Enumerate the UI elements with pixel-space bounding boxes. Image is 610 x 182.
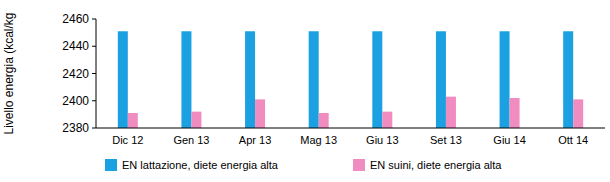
legend-label: EN lattazione, diete energia alta <box>122 159 279 171</box>
bar <box>181 31 191 128</box>
chart-svg: 2380 2400 2420 2440 2460 Dic 12 Gen 13 Apr 13 Ma… <box>0 0 610 182</box>
y-tick <box>92 46 96 47</box>
y-tick-label: 2440 <box>62 39 89 53</box>
y-tick <box>92 128 96 129</box>
x-tick-label: Gen 13 <box>173 134 209 146</box>
bars <box>118 31 583 128</box>
bar <box>446 97 456 128</box>
bar <box>319 113 329 128</box>
x-tick-label: Giu 14 <box>493 134 525 146</box>
bar <box>500 31 510 128</box>
x-tick-label: Ott 14 <box>558 134 588 146</box>
bar <box>128 113 138 128</box>
bar <box>191 112 201 128</box>
y-tick <box>92 19 96 20</box>
x-tick-label: Apr 13 <box>239 134 271 146</box>
y-tick <box>92 73 96 74</box>
y-tick-label: 2460 <box>62 12 89 26</box>
y-tick-label: 2400 <box>62 94 89 108</box>
y-tick <box>92 100 96 101</box>
bar <box>436 31 446 128</box>
x-axis <box>96 128 605 129</box>
bar <box>563 31 573 128</box>
x-tick-label: Mag 13 <box>300 134 337 146</box>
y-tick-label: 2420 <box>62 67 89 81</box>
y-tick-label: 2380 <box>62 121 89 135</box>
chart-container: 2380 2400 2420 2440 2460 Dic 12 Gen 13 Apr 13 Ma… <box>0 0 610 182</box>
x-tick-label: Dic 12 <box>112 134 143 146</box>
legend-label: EN suini, diete energia alta <box>370 159 502 171</box>
bar <box>372 31 382 128</box>
bar <box>510 98 520 128</box>
legend-swatch <box>105 159 117 171</box>
bar <box>382 112 392 128</box>
x-tick-label: Set 13 <box>430 134 462 146</box>
legend-swatch <box>353 159 365 171</box>
bar <box>309 31 319 128</box>
x-tick-label: Giu 13 <box>366 134 398 146</box>
bar <box>255 99 265 128</box>
bar <box>118 31 128 128</box>
bar <box>573 99 583 128</box>
y-axis-label: Livello energia (kcal/kg <box>2 12 16 134</box>
bar <box>245 31 255 128</box>
